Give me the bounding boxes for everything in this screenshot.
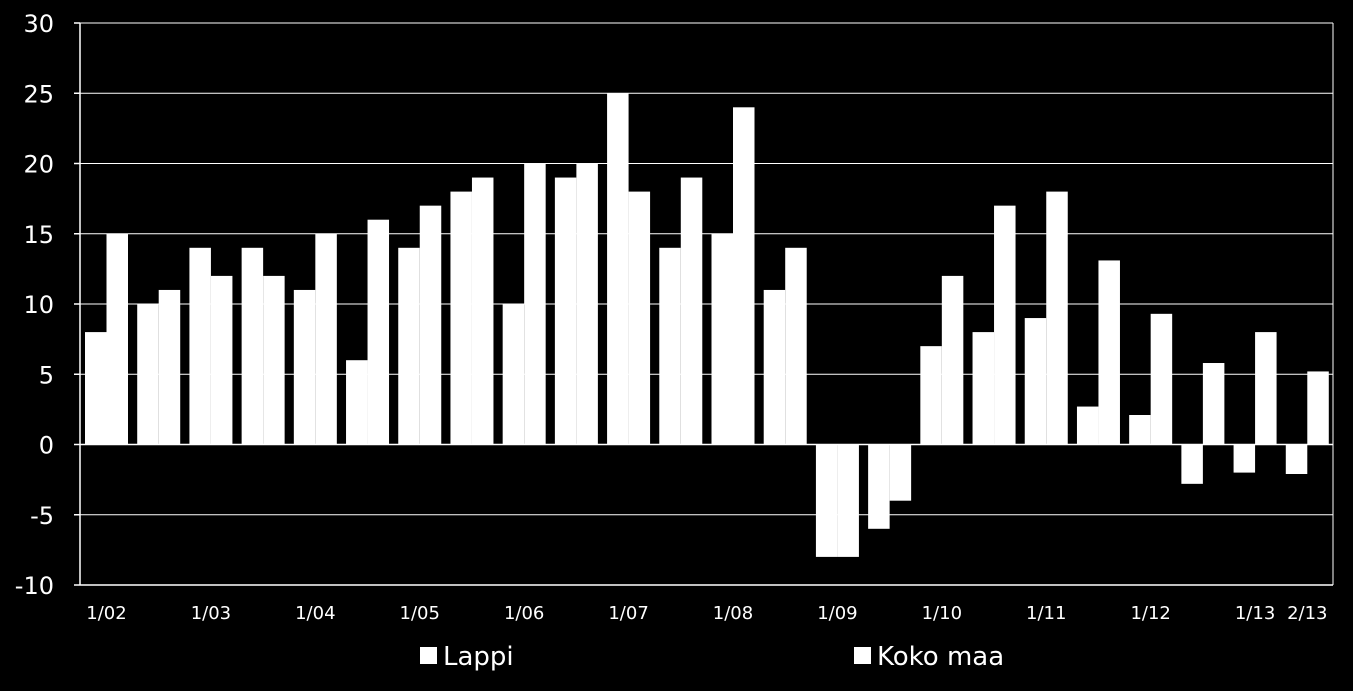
bar-lappi-6 xyxy=(398,247,420,445)
y-tick-label: 25 xyxy=(23,80,54,108)
bar-lappi-20 xyxy=(1129,415,1151,445)
bar-koko-maa-21 xyxy=(1202,363,1225,445)
x-tick-label: 1/02 xyxy=(86,603,126,624)
legend-swatch-koko-maa xyxy=(854,647,871,664)
x-tick-label: 1/10 xyxy=(922,603,962,624)
axes xyxy=(74,22,1334,586)
x-tick-label: 1/11 xyxy=(1026,603,1066,624)
x-tick-label: 1/03 xyxy=(191,603,231,624)
bar-koko-maa-11 xyxy=(680,177,703,445)
x-tick-label: 1/08 xyxy=(713,603,753,624)
bar-koko-maa-16 xyxy=(941,275,964,445)
bar-koko-maa-13 xyxy=(785,247,807,445)
bar-lappi-9 xyxy=(554,177,577,445)
legend-label-koko-maa: Koko maa xyxy=(877,642,1004,672)
bar-lappi-13 xyxy=(763,289,786,445)
bar-lappi-18 xyxy=(1024,318,1047,445)
bar-lappi-16 xyxy=(920,346,942,445)
x-tick-label: 1/12 xyxy=(1130,603,1170,624)
bar-koko-maa-19 xyxy=(1098,260,1120,445)
bar-koko-maa-18 xyxy=(1046,191,1068,445)
bar-koko-maa-7 xyxy=(471,177,494,445)
y-tick-label: -5 xyxy=(30,502,54,530)
x-tick-label: 1/13 xyxy=(1235,603,1275,624)
legend: Lappi Koko maa xyxy=(420,642,1004,672)
bar-lappi-4 xyxy=(293,289,316,445)
bar-koko-maa-6 xyxy=(419,205,442,445)
bar-lappi-3 xyxy=(241,247,264,445)
y-tick-label: 15 xyxy=(23,221,54,249)
bar-lappi-1 xyxy=(137,304,159,445)
bar-koko-maa-15 xyxy=(889,444,912,501)
bar-lappi-17 xyxy=(972,332,995,445)
bar-koko-maa-3 xyxy=(263,275,285,445)
y-tick-labels: 30 25 20 15 10 5 0 -5 -10 xyxy=(15,10,54,600)
bar-koko-maa-1 xyxy=(158,289,181,445)
bar-lappi-21 xyxy=(1181,444,1203,484)
bar-lappi-11 xyxy=(659,247,681,445)
bar-lappi-15 xyxy=(868,444,890,529)
bar-lappi-19 xyxy=(1076,406,1099,445)
bar-lappi-23 xyxy=(1285,444,1308,474)
bar-lappi-12 xyxy=(711,233,733,445)
x-tick-label: 1/09 xyxy=(817,603,857,624)
legend-swatch-lappi xyxy=(420,647,437,664)
x-tick-labels: 1/02 1/03 1/04 1/05 1/06 1/07 1/08 1/09 1/10 1/11… xyxy=(86,603,1327,624)
x-tick-label: 1/07 xyxy=(608,603,648,624)
bar-koko-maa-23 xyxy=(1307,371,1329,445)
bar-koko-maa-9 xyxy=(576,163,598,445)
bar-lappi-5 xyxy=(346,360,368,445)
bar-koko-maa-8 xyxy=(524,163,546,445)
bar-koko-maa-10 xyxy=(628,191,651,445)
bar-koko-maa-17 xyxy=(994,205,1016,445)
x-tick-label: 1/04 xyxy=(295,603,335,624)
y-tick-label: -10 xyxy=(15,572,54,600)
legend-label-lappi: Lappi xyxy=(443,642,514,672)
x-tick-label: 2/13 xyxy=(1287,603,1327,624)
y-tick-label: 20 xyxy=(23,151,54,179)
bar-koko-maa-2 xyxy=(210,275,233,445)
y-tick-label: 5 xyxy=(39,361,54,389)
bars xyxy=(85,93,1329,557)
bar-lappi-22 xyxy=(1233,444,1256,473)
bar-lappi-2 xyxy=(189,247,211,445)
y-tick-label: 10 xyxy=(23,291,54,319)
bar-koko-maa-5 xyxy=(367,219,390,445)
bar-koko-maa-4 xyxy=(315,233,337,445)
bar-koko-maa-22 xyxy=(1255,332,1277,445)
bar-lappi-10 xyxy=(607,93,629,445)
bar-lappi-0 xyxy=(85,332,107,445)
x-tick-label: 1/05 xyxy=(400,603,440,624)
bar-lappi-7 xyxy=(450,191,472,445)
bar-koko-maa-20 xyxy=(1150,313,1173,445)
bar-koko-maa-14 xyxy=(837,444,859,557)
y-tick-label: 30 xyxy=(23,10,54,38)
y-tick-label: 0 xyxy=(39,432,54,460)
bar-koko-maa-0 xyxy=(106,233,128,445)
x-tick-label: 1/06 xyxy=(504,603,544,624)
bar-koko-maa-12 xyxy=(733,107,755,445)
bar-lappi-14 xyxy=(815,444,838,557)
bar-lappi-8 xyxy=(502,304,525,445)
